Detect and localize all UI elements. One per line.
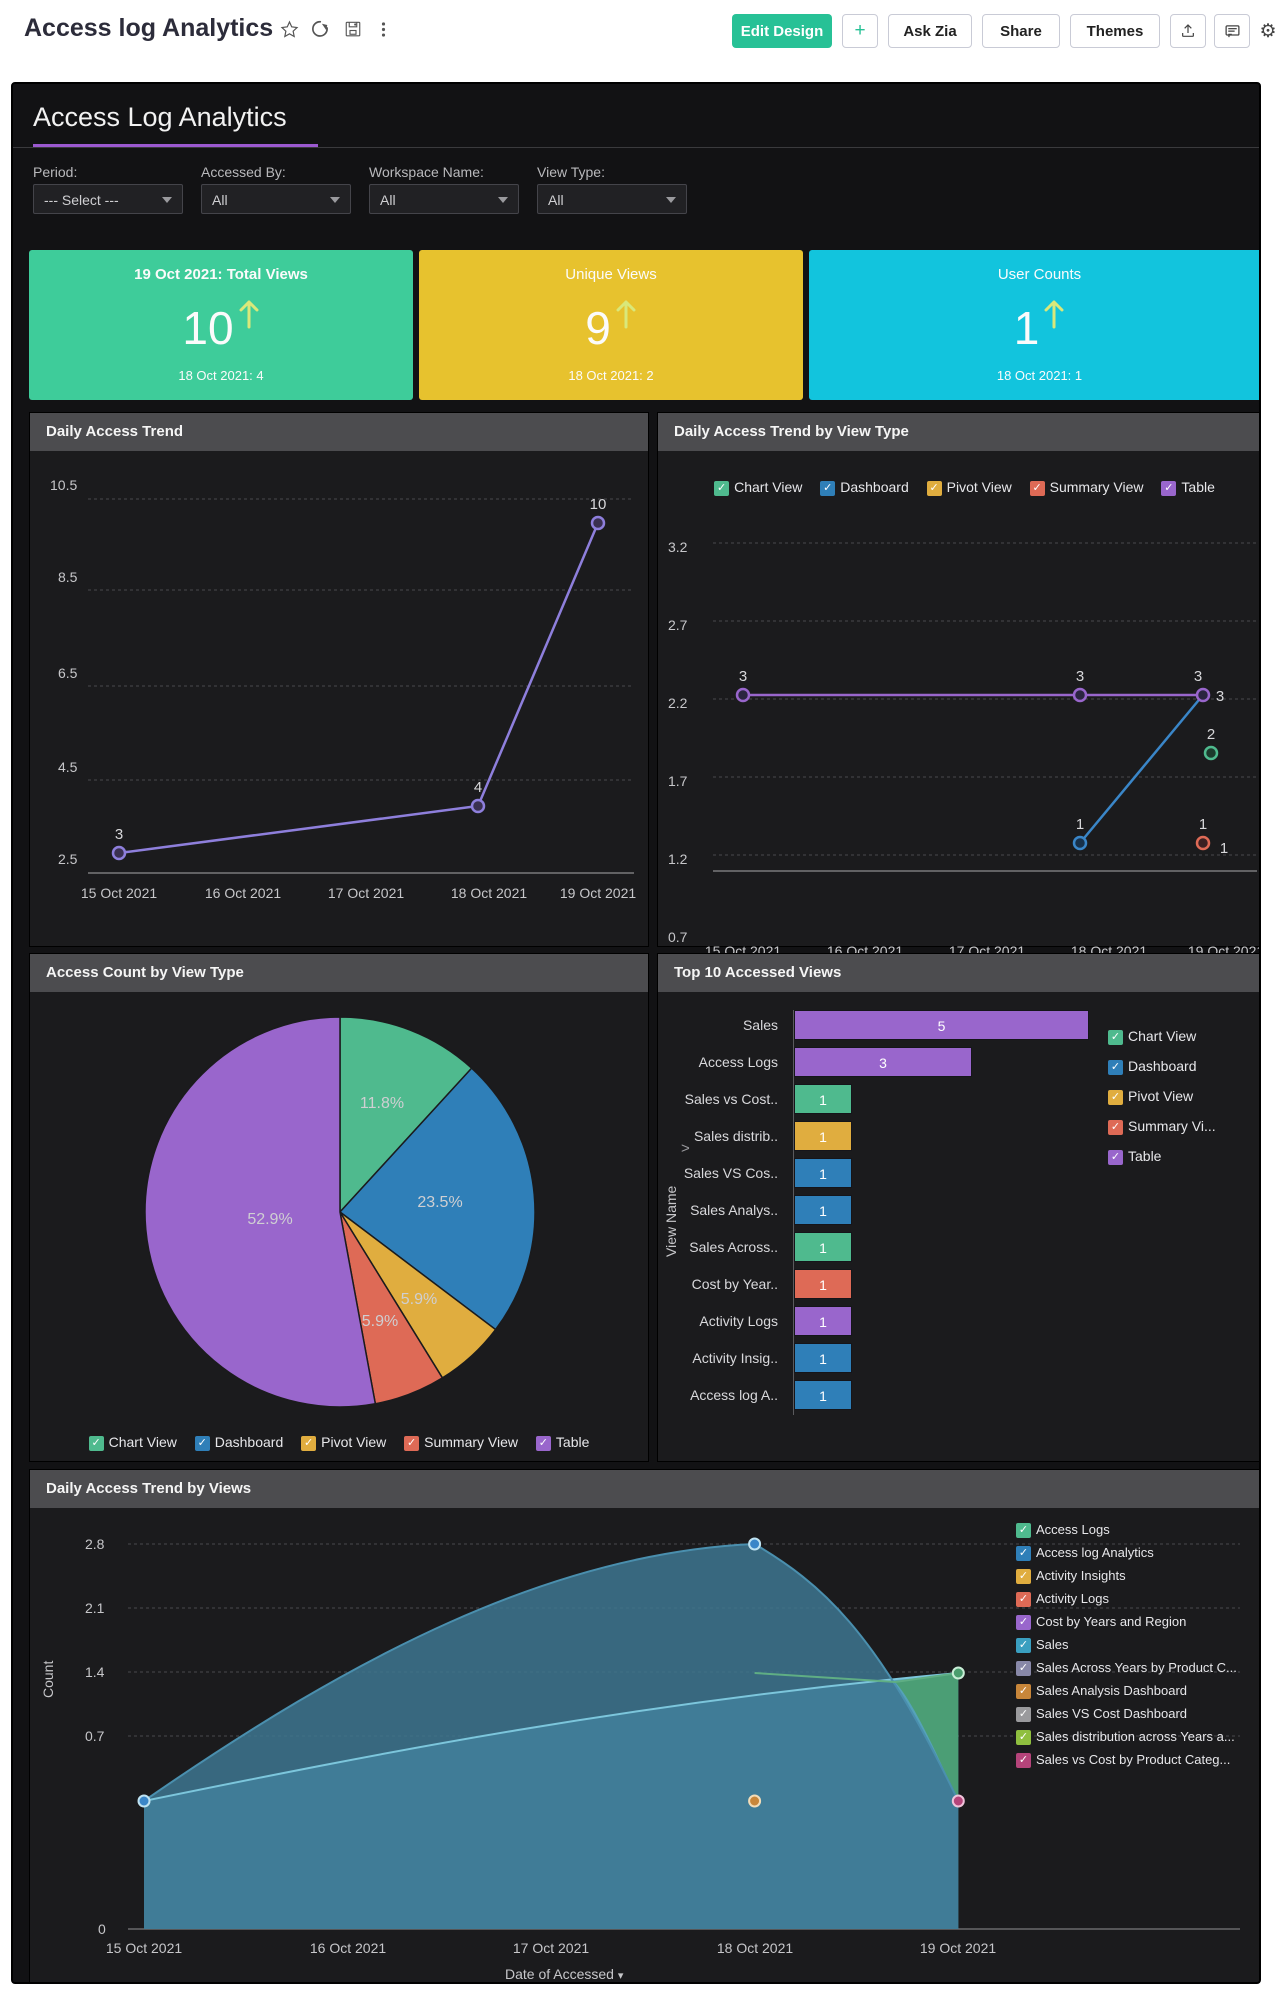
svg-text:1: 1 bbox=[1199, 816, 1207, 833]
svg-text:5.9%: 5.9% bbox=[362, 1313, 398, 1330]
svg-text:11.8%: 11.8% bbox=[360, 1095, 404, 1112]
svg-text:3: 3 bbox=[739, 668, 747, 685]
svg-text:52.9%: 52.9% bbox=[247, 1211, 292, 1228]
svg-text:3: 3 bbox=[1194, 668, 1202, 685]
svg-text:3: 3 bbox=[1216, 688, 1224, 705]
svg-text:4: 4 bbox=[474, 779, 482, 796]
svg-text:3: 3 bbox=[1076, 668, 1084, 685]
svg-text:1: 1 bbox=[1076, 816, 1084, 833]
svg-text:3: 3 bbox=[115, 826, 123, 843]
svg-text:1: 1 bbox=[1220, 840, 1228, 857]
svg-text:10: 10 bbox=[590, 496, 607, 513]
svg-text:2: 2 bbox=[1207, 726, 1215, 743]
svg-text:5.9%: 5.9% bbox=[401, 1291, 437, 1308]
svg-text:23.5%: 23.5% bbox=[417, 1194, 462, 1211]
